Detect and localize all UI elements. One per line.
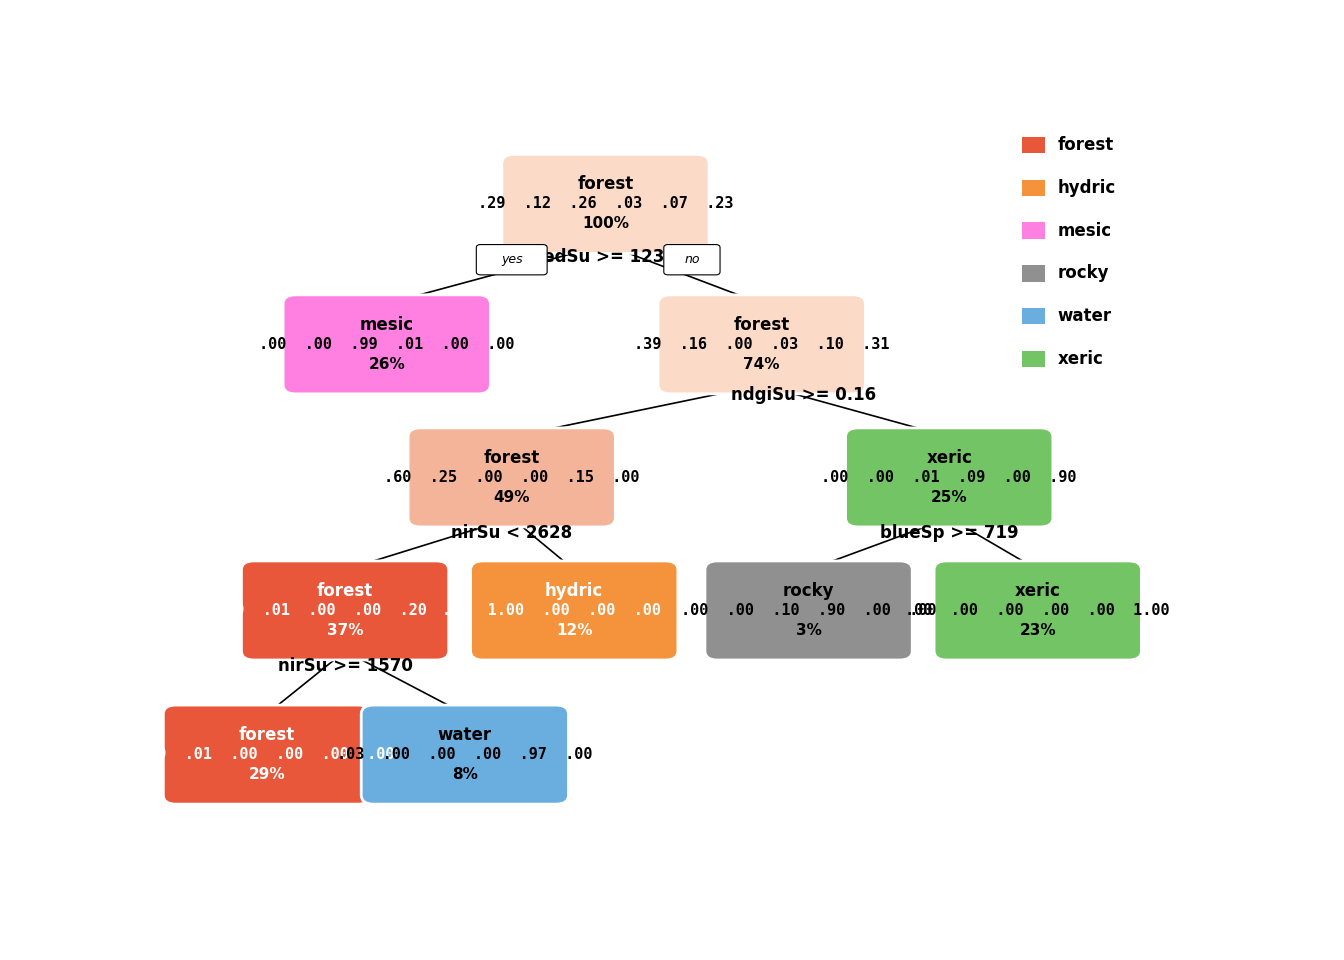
FancyBboxPatch shape [242,561,449,660]
Text: .00  .00  .10  .90  .00  .00: .00 .00 .10 .90 .00 .00 [681,603,937,618]
FancyBboxPatch shape [501,155,710,253]
Text: hydric: hydric [1058,179,1116,197]
Text: blueSp >= 719: blueSp >= 719 [880,524,1019,541]
Text: forest: forest [484,448,540,467]
Text: xeric: xeric [1015,582,1060,600]
FancyBboxPatch shape [409,428,616,527]
FancyBboxPatch shape [1023,223,1046,239]
Text: mesic: mesic [1058,222,1111,239]
FancyBboxPatch shape [1023,265,1046,281]
FancyBboxPatch shape [664,245,720,275]
Text: 12%: 12% [556,623,593,637]
Text: mesic: mesic [360,316,414,333]
FancyBboxPatch shape [362,705,569,804]
Text: 49%: 49% [493,490,530,505]
Text: .00  .00  .99  .01  .00  .00: .00 .00 .99 .01 .00 .00 [259,337,515,352]
Text: rocky: rocky [782,582,835,600]
Text: redSu >= 1230: redSu >= 1230 [535,248,676,266]
FancyBboxPatch shape [1023,308,1046,324]
FancyBboxPatch shape [706,561,913,660]
FancyBboxPatch shape [1023,136,1046,153]
Text: ndgiSu >= 0.16: ndgiSu >= 0.16 [731,386,876,403]
Text: 23%: 23% [1019,623,1056,637]
FancyBboxPatch shape [164,705,371,804]
Text: water: water [438,726,492,744]
Text: .00  .00  .00  .00  .00  1.00: .00 .00 .00 .00 .00 1.00 [906,603,1171,618]
Text: water: water [1058,307,1111,325]
FancyBboxPatch shape [470,561,677,660]
Text: forest: forest [734,316,790,333]
Text: forest: forest [317,582,374,600]
Text: .39  .16  .00  .03  .10  .31: .39 .16 .00 .03 .10 .31 [634,337,890,352]
FancyBboxPatch shape [284,295,491,394]
Text: xeric: xeric [926,448,972,467]
Text: .03  .00  .00  .00  .97  .00: .03 .00 .00 .00 .97 .00 [337,747,593,762]
Text: .00  1.00  .00  .00  .00  .00: .00 1.00 .00 .00 .00 .00 [442,603,707,618]
Text: .99  .01  .00  .00  .00  .00: .99 .01 .00 .00 .00 .00 [140,747,395,762]
Text: .29  .12  .26  .03  .07  .23: .29 .12 .26 .03 .07 .23 [477,197,734,211]
FancyBboxPatch shape [476,245,547,275]
FancyBboxPatch shape [845,428,1052,527]
Text: .00  .00  .01  .09  .00  .90: .00 .00 .01 .09 .00 .90 [821,469,1077,485]
Text: 37%: 37% [327,623,363,637]
FancyBboxPatch shape [1023,180,1046,196]
Text: 25%: 25% [931,490,968,505]
Text: 29%: 29% [249,767,285,781]
Text: 3%: 3% [796,623,821,637]
FancyBboxPatch shape [1023,351,1046,368]
Text: no: no [684,252,700,266]
Text: rocky: rocky [1058,264,1109,282]
Text: 26%: 26% [368,356,405,372]
Text: forest: forest [578,175,633,193]
Text: 100%: 100% [582,216,629,231]
Text: hydric: hydric [546,582,603,600]
Text: nirSu < 2628: nirSu < 2628 [452,524,573,541]
Text: xeric: xeric [1058,350,1103,368]
Text: 8%: 8% [452,767,478,781]
Text: .79  .01  .00  .00  .20  .00: .79 .01 .00 .00 .20 .00 [218,603,473,618]
Text: .60  .25  .00  .00  .15  .00: .60 .25 .00 .00 .15 .00 [384,469,640,485]
FancyBboxPatch shape [934,561,1141,660]
Text: nirSu >= 1570: nirSu >= 1570 [278,657,413,675]
FancyBboxPatch shape [659,295,866,394]
Text: forest: forest [239,726,296,744]
Text: forest: forest [1058,135,1114,154]
Text: yes: yes [501,252,523,266]
Text: 74%: 74% [743,356,780,372]
